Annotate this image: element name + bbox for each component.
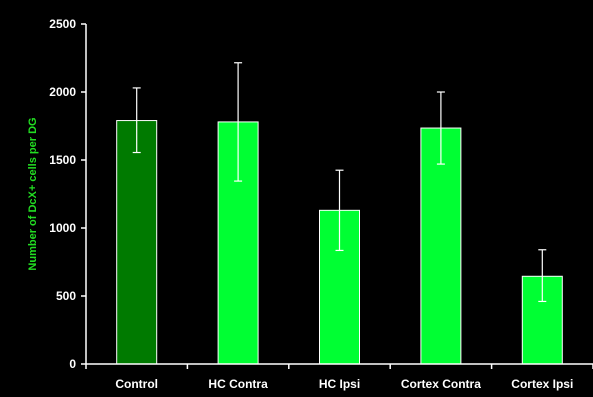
x-category-label: HC Ipsi	[319, 377, 360, 391]
y-tick-label: 0	[69, 357, 76, 371]
x-ticks-layer: Control HC Contra HC Ipsi Cortex Contra Cort…	[85, 364, 593, 391]
y-axis-title: Number of DcX+ cells per DG	[27, 117, 39, 270]
x-category-label: Cortex Contra	[401, 377, 481, 391]
x-category-label: HC Contra	[208, 377, 268, 391]
y-ticks-layer: 0 500 1000 1500 2000 2500	[49, 17, 86, 371]
bar-control	[116, 120, 158, 365]
bar-cortex-contra	[420, 127, 462, 365]
y-tick-label: 1000	[49, 221, 76, 235]
y-tick-label: 2500	[49, 17, 76, 31]
x-category-label: Cortex Ipsi	[511, 377, 573, 391]
y-tick-label: 2000	[49, 85, 76, 99]
axes-layer	[85, 24, 593, 365]
y-tick-label: 1500	[49, 153, 76, 167]
y-tick-label: 500	[56, 289, 76, 303]
error-bars-layer	[132, 62, 547, 303]
x-category-label: Control	[115, 377, 158, 391]
